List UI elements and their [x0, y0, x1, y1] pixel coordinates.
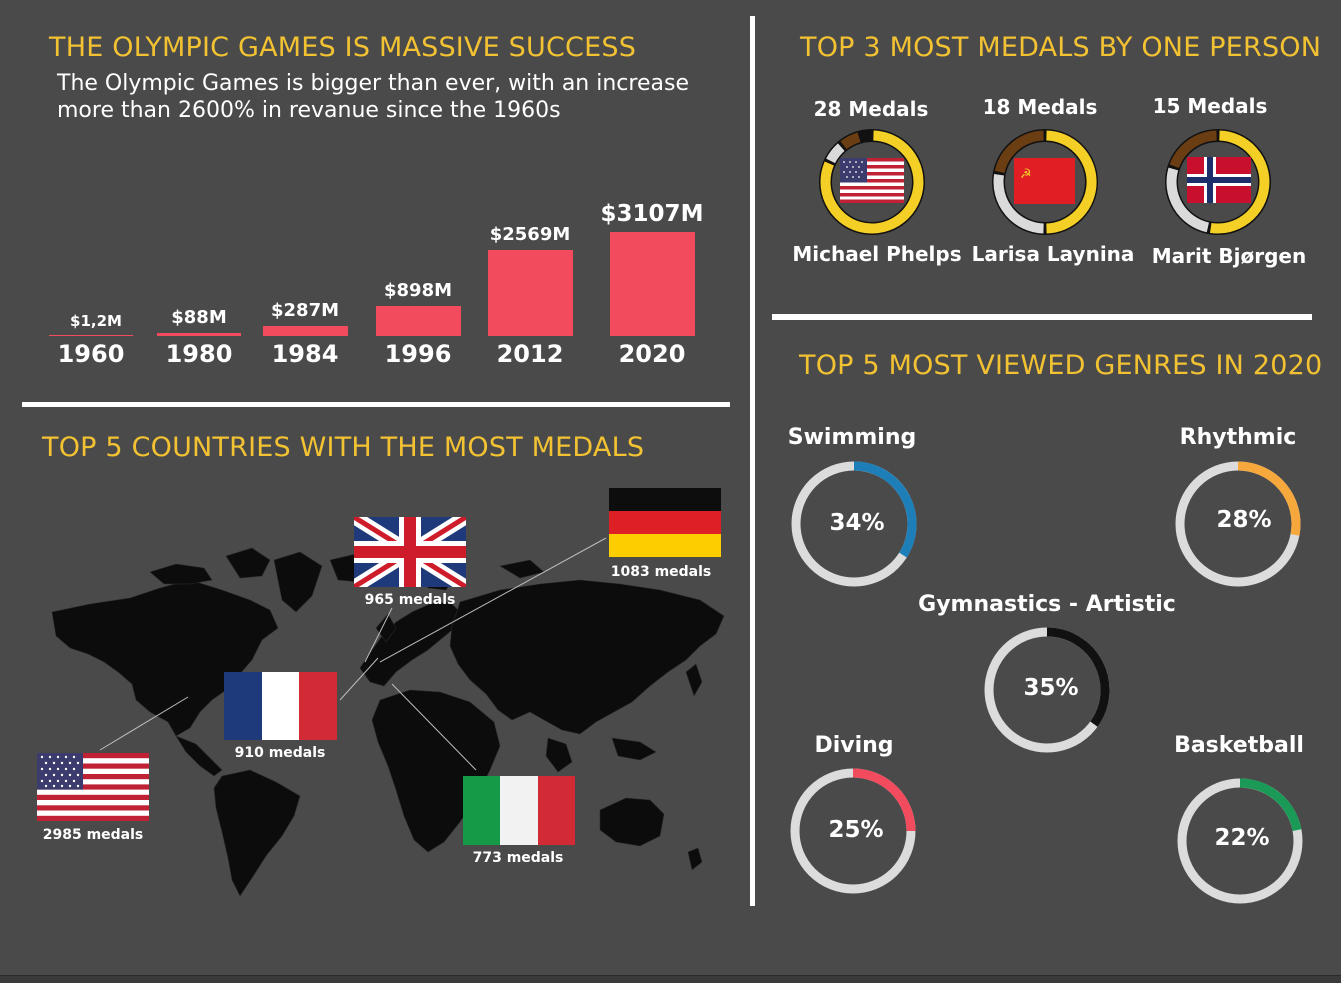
country-flag-france	[224, 672, 337, 740]
revenue-subtitle: The Olympic Games is bigger than ever, w…	[57, 71, 689, 123]
medal-ring-segment-gold	[1209, 130, 1270, 234]
genre-donut-slice	[1239, 778, 1302, 832]
medal-ring-segment-bronze	[840, 132, 861, 150]
medal-ring-segment-gold	[1046, 130, 1097, 234]
athlete-flag-norway	[1187, 157, 1251, 203]
country-flag-usa	[37, 753, 149, 821]
revenue-year-label: 1960	[57, 340, 125, 368]
athlete-medals-phelps: 28 Medals	[813, 97, 929, 121]
genre-donut-gymnastics	[984, 627, 1110, 753]
divider-left-horizontal	[22, 402, 730, 407]
country-label-france: 910 medals	[234, 745, 326, 761]
medal-ring-segment-silver	[826, 143, 845, 164]
genre-value-basketball: 22%	[1214, 825, 1270, 851]
revenue-year-label: 2012	[496, 340, 564, 368]
country-label-uk: 965 medals	[364, 592, 456, 608]
country-label-germany: 1083 medals	[610, 564, 712, 580]
country-flag-italy	[463, 776, 575, 845]
country-label-italy: 773 medals	[472, 850, 564, 866]
revenue-year-label: 2020	[618, 340, 686, 368]
revenue-bar-value: $1,2M	[70, 312, 122, 330]
genre-label-gymnastics: Gymnastics - Artistic	[918, 592, 1176, 617]
divider-right-horizontal	[772, 314, 1312, 320]
genre-donut-slice	[852, 768, 916, 832]
genre-donut-rhythmic	[1175, 461, 1301, 587]
athlete-flag-usa	[840, 158, 904, 203]
revenue-year-label: 1980	[165, 340, 233, 368]
genre-value-swimming: 34%	[829, 510, 885, 536]
athlete-name-bjorgen: Marit Bjørgen	[1151, 244, 1307, 268]
genre-donut-slice	[853, 461, 917, 558]
athletes-title: TOP 3 MOST MEDALS BY ONE PERSON	[800, 32, 1322, 63]
genre-donut-slice	[1046, 627, 1110, 727]
medal-ring-segment-bronze	[994, 130, 1044, 174]
genre-label-diving: Diving	[814, 733, 894, 758]
medal-ring-segment-silver	[993, 173, 1044, 234]
genres-title: TOP 5 MOST VIEWED GENRES IN 2020	[799, 350, 1323, 381]
genre-value-gymnastics: 35%	[1023, 675, 1079, 701]
medal-ring-segment-silver	[1166, 167, 1210, 233]
genre-donut-slice	[1237, 461, 1301, 536]
revenue-year-label: 1996	[384, 340, 452, 368]
revenue-bar-value: $287M	[270, 300, 340, 322]
countries-title: TOP 5 COUNTRIES WITH THE MOST MEDALS	[42, 432, 645, 463]
athlete-name-laynina: Larisa Laynina	[971, 242, 1135, 266]
country-label-usa: 2985 medals	[42, 827, 144, 843]
genre-label-basketball: Basketball	[1174, 733, 1304, 758]
revenue-bar-value: $898M	[383, 279, 453, 301]
revenue-bar	[49, 335, 133, 336]
revenue-bar	[375, 305, 461, 336]
revenue-title: THE OLYMPIC GAMES IS MASSIVE SUCCESS	[49, 32, 637, 63]
genre-donut-basketball	[1177, 778, 1303, 904]
revenue-year-label: 1984	[271, 340, 339, 368]
genre-donut-swimming	[791, 461, 917, 587]
medal-ring-segment-gold	[820, 130, 924, 234]
world-map	[51, 537, 725, 897]
genre-value-rhythmic: 28%	[1216, 507, 1272, 533]
revenue-bar	[262, 326, 348, 336]
svg-text:☭: ☭	[1020, 167, 1032, 182]
genre-label-swimming: Swimming	[787, 425, 917, 450]
athlete-name-phelps: Michael Phelps	[792, 242, 962, 266]
genre-label-rhythmic: Rhythmic	[1179, 425, 1297, 450]
athlete-flag-ussr: ☭	[1014, 158, 1075, 204]
revenue-bar-value: $3107M	[600, 201, 704, 227]
revenue-bar	[487, 250, 573, 336]
revenue-bar	[157, 333, 241, 336]
divider-vertical	[750, 16, 755, 906]
revenue-bar-value: $88M	[171, 307, 227, 329]
country-flag-germany	[609, 488, 721, 557]
athlete-medals-bjorgen: 15 Medals	[1152, 94, 1268, 118]
athlete-medals-laynina: 18 Medals	[982, 95, 1098, 119]
revenue-bar-chart: $1,2M 1960 $88M 1980 $287M 1984 $898M 1996 $2569…	[0, 0, 740, 400]
genre-value-diving: 25%	[828, 817, 884, 843]
country-flag-uk	[354, 517, 466, 587]
genre-donut-diving	[790, 768, 916, 894]
bottom-border	[0, 975, 1341, 983]
revenue-bar-value: $2569M	[489, 224, 571, 245]
medal-ring-segment-bronze	[1169, 130, 1217, 169]
revenue-bar	[609, 232, 695, 336]
